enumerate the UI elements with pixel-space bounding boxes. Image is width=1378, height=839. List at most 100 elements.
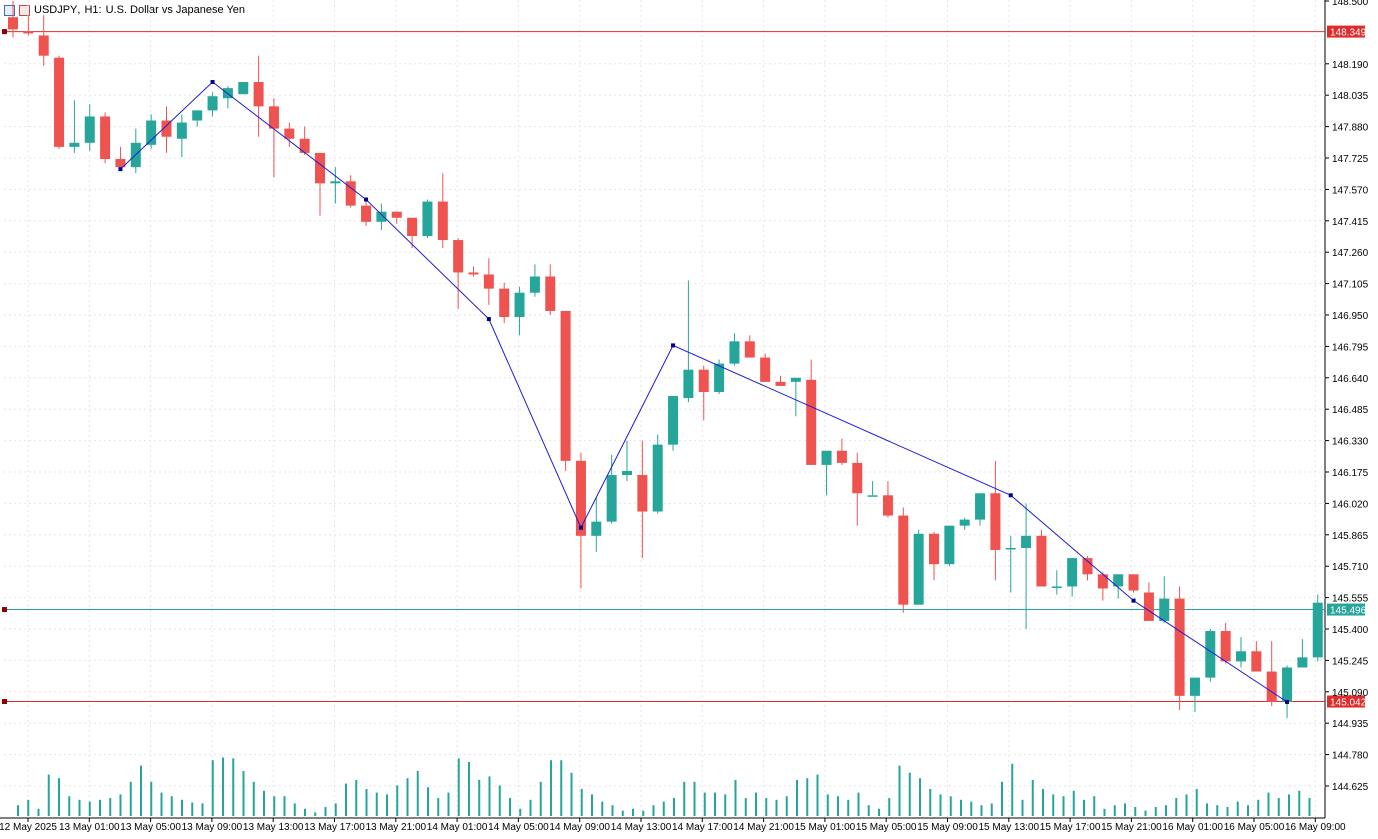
time-tick-label: 13 May 13:00 bbox=[243, 822, 304, 833]
candle-body bbox=[545, 276, 556, 311]
time-tick-label: 14 May 05:00 bbox=[488, 822, 549, 833]
candle-body bbox=[268, 106, 279, 129]
time-tick-label: 13 May 09:00 bbox=[182, 822, 243, 833]
price-tick-label: 147.880 bbox=[1332, 123, 1369, 134]
candle-body bbox=[944, 525, 955, 565]
zigzag-node bbox=[364, 197, 369, 202]
candle-body bbox=[668, 396, 679, 445]
candle-body bbox=[345, 181, 356, 206]
candle-body bbox=[1159, 598, 1170, 621]
depth-of-market-icon[interactable] bbox=[19, 4, 30, 16]
price-tick-label: 147.105 bbox=[1332, 280, 1369, 291]
price-axis: 148.500 148.190 148.035 147.880 147.725 147.5… bbox=[1325, 0, 1369, 793]
candle-body bbox=[1021, 535, 1032, 548]
candle-body bbox=[606, 475, 617, 522]
candle-body bbox=[1067, 558, 1078, 587]
time-tick-label: 13 May 21:00 bbox=[365, 822, 426, 833]
horizontal-lines: 148.349 145.042 145.496 bbox=[2, 25, 1367, 709]
time-tick-label: 15 May 21:00 bbox=[1101, 822, 1162, 833]
candle-body bbox=[499, 288, 510, 318]
price-line-label: 145.496 bbox=[1330, 606, 1367, 617]
candle-body bbox=[437, 201, 448, 241]
time-tick-label: 14 May 09:00 bbox=[549, 822, 610, 833]
price-line-label-bg bbox=[1327, 25, 1365, 38]
candle-body bbox=[391, 211, 402, 218]
candle-body bbox=[1036, 535, 1047, 587]
candle-body bbox=[975, 493, 986, 520]
candle-body bbox=[176, 122, 187, 139]
time-tick-label: 15 May 05:00 bbox=[856, 822, 917, 833]
chart-description: U.S. Dollar vs Japanese Yen bbox=[105, 4, 246, 16]
candle-body bbox=[115, 159, 126, 168]
candle-body bbox=[1097, 574, 1108, 589]
candle-body bbox=[361, 205, 372, 222]
price-tick-label: 146.950 bbox=[1332, 311, 1369, 322]
candle-body bbox=[1113, 574, 1124, 587]
zigzag-node bbox=[1131, 598, 1136, 603]
candle-body bbox=[959, 519, 970, 526]
candle-body bbox=[1005, 547, 1016, 550]
candle-body bbox=[330, 181, 341, 184]
candle-body bbox=[990, 493, 1001, 550]
price-tick-label: 145.555 bbox=[1332, 594, 1369, 605]
candle-body bbox=[698, 369, 709, 392]
candle-body bbox=[1220, 631, 1231, 662]
candle-body bbox=[1174, 598, 1185, 696]
price-tick-label: 144.625 bbox=[1332, 782, 1369, 793]
price-tick-label: 146.795 bbox=[1332, 342, 1369, 353]
candle-body bbox=[8, 17, 18, 30]
candle-body bbox=[376, 211, 387, 222]
candle-body bbox=[821, 450, 832, 465]
price-line-anchor bbox=[2, 699, 7, 705]
zigzag-node bbox=[1285, 699, 1290, 704]
candle-body bbox=[867, 495, 878, 497]
candle-body bbox=[836, 450, 847, 463]
candle-body bbox=[806, 379, 817, 465]
candle-body bbox=[54, 57, 65, 147]
candle-body bbox=[744, 341, 755, 358]
candle-body bbox=[422, 201, 433, 236]
candle-body bbox=[69, 142, 80, 147]
time-tick-label: 12 May 2025 bbox=[0, 822, 57, 833]
price-tick-label: 145.245 bbox=[1332, 656, 1369, 667]
time-tick-label: 15 May 13:00 bbox=[978, 822, 1039, 833]
candle-body bbox=[207, 96, 218, 111]
candle-body bbox=[1266, 671, 1277, 702]
candle-body bbox=[1205, 631, 1216, 678]
time-tick-label: 16 May 05:00 bbox=[1224, 822, 1285, 833]
price-tick-label: 146.330 bbox=[1332, 437, 1369, 448]
candle-body bbox=[1236, 651, 1246, 662]
time-tick-label: 14 May 17:00 bbox=[672, 822, 733, 833]
price-tick-label: 147.725 bbox=[1332, 154, 1369, 165]
candle-body bbox=[84, 116, 95, 143]
chart-header: USDJPY, H1: U.S. Dollar vs Japanese Yen bbox=[4, 2, 245, 18]
candle-body bbox=[38, 35, 49, 56]
price-line-label-bg bbox=[1327, 603, 1365, 616]
price-tick-label: 148.190 bbox=[1332, 60, 1369, 71]
time-tick-label: 15 May 01:00 bbox=[795, 822, 856, 833]
time-tick-label: 13 May 01:00 bbox=[59, 822, 120, 833]
time-tick-label: 14 May 21:00 bbox=[733, 822, 794, 833]
grid-lines bbox=[0, 0, 1326, 819]
one-click-trading-icon[interactable] bbox=[4, 4, 15, 16]
candle-body bbox=[1282, 667, 1293, 702]
zigzag-node bbox=[671, 343, 676, 348]
zigzag-node bbox=[578, 525, 583, 530]
candle-body bbox=[929, 533, 939, 565]
candle-body bbox=[1128, 574, 1139, 591]
price-tick-label: 144.780 bbox=[1332, 751, 1369, 762]
candle-body bbox=[253, 82, 264, 107]
candle-body bbox=[483, 274, 494, 289]
candle-body bbox=[315, 152, 325, 184]
candle-body bbox=[852, 462, 863, 494]
price-tick-label: 145.090 bbox=[1332, 688, 1369, 699]
candle-body bbox=[591, 521, 602, 536]
price-line-label-bg bbox=[1327, 695, 1365, 708]
candle-body bbox=[683, 369, 694, 399]
candle-body bbox=[882, 495, 893, 516]
time-tick-label: 13 May 05:00 bbox=[120, 822, 181, 833]
candle-body bbox=[453, 240, 464, 273]
price-tick-label: 145.400 bbox=[1332, 625, 1369, 636]
candle-body bbox=[1051, 586, 1062, 588]
